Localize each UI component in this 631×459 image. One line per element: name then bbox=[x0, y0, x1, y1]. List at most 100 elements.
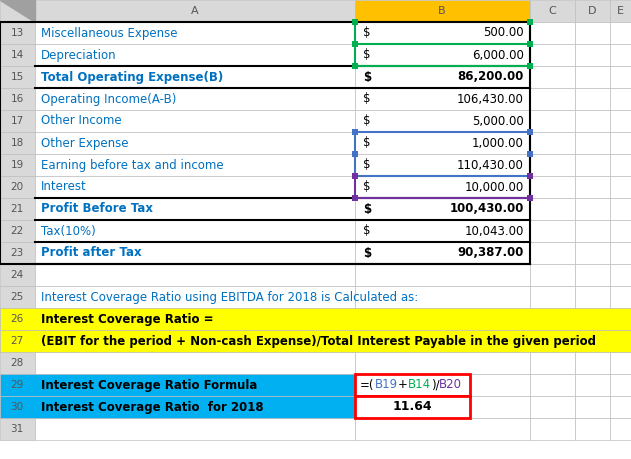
Bar bbox=[530, 0, 575, 22]
Bar bbox=[355, 396, 530, 418]
Text: Interest: Interest bbox=[41, 180, 86, 194]
Bar bbox=[0, 154, 35, 176]
Text: $: $ bbox=[363, 49, 370, 62]
Bar bbox=[530, 154, 575, 176]
Text: Tax(10%): Tax(10%) bbox=[41, 224, 96, 237]
Bar bbox=[0, 330, 631, 352]
Bar bbox=[35, 44, 355, 66]
Bar bbox=[575, 88, 610, 110]
Bar bbox=[35, 88, 355, 110]
Text: B19: B19 bbox=[375, 379, 398, 392]
Text: Interest Coverage Ratio Formula: Interest Coverage Ratio Formula bbox=[41, 379, 257, 392]
Text: $: $ bbox=[363, 224, 370, 237]
Bar bbox=[35, 264, 355, 286]
Bar bbox=[35, 352, 355, 374]
Bar bbox=[0, 396, 35, 418]
Bar bbox=[575, 44, 610, 66]
Bar bbox=[0, 418, 35, 440]
Bar bbox=[610, 66, 631, 88]
Bar bbox=[35, 418, 355, 440]
Text: 14: 14 bbox=[10, 50, 23, 60]
Bar bbox=[0, 110, 35, 132]
Text: Interest Coverage Ratio  for 2018: Interest Coverage Ratio for 2018 bbox=[41, 401, 264, 414]
Bar bbox=[530, 418, 575, 440]
Bar bbox=[530, 264, 575, 286]
Bar bbox=[610, 22, 631, 44]
Bar bbox=[355, 154, 530, 176]
Text: 30: 30 bbox=[11, 402, 23, 412]
Bar bbox=[575, 286, 610, 308]
Bar bbox=[355, 286, 530, 308]
Text: 26: 26 bbox=[10, 314, 23, 324]
Bar bbox=[35, 286, 355, 308]
Text: Total Operating Expense(B): Total Operating Expense(B) bbox=[41, 71, 223, 84]
Bar bbox=[35, 22, 355, 44]
Bar bbox=[355, 352, 530, 374]
Bar bbox=[355, 308, 530, 330]
Bar bbox=[530, 330, 575, 352]
Bar bbox=[575, 374, 610, 396]
Bar bbox=[355, 242, 530, 264]
Bar bbox=[0, 396, 355, 418]
Bar bbox=[0, 308, 35, 330]
Text: )/: )/ bbox=[430, 379, 439, 392]
Bar bbox=[35, 396, 355, 418]
Bar bbox=[0, 352, 35, 374]
Text: 23: 23 bbox=[10, 248, 23, 258]
Text: 28: 28 bbox=[10, 358, 23, 368]
Bar bbox=[355, 374, 470, 396]
Bar bbox=[355, 88, 530, 110]
Bar bbox=[35, 66, 355, 88]
Bar bbox=[35, 374, 355, 396]
Text: +: + bbox=[398, 379, 408, 392]
Text: $: $ bbox=[363, 180, 370, 194]
Bar bbox=[575, 22, 610, 44]
Bar bbox=[575, 418, 610, 440]
Bar bbox=[575, 0, 610, 22]
Text: $: $ bbox=[363, 158, 370, 172]
Bar bbox=[355, 22, 530, 44]
Bar bbox=[35, 0, 355, 22]
Bar bbox=[610, 242, 631, 264]
Bar bbox=[610, 330, 631, 352]
Bar bbox=[355, 66, 530, 88]
Bar bbox=[610, 396, 631, 418]
Bar bbox=[355, 132, 530, 154]
Bar bbox=[610, 286, 631, 308]
Bar bbox=[530, 44, 575, 66]
Bar bbox=[355, 220, 530, 242]
Bar bbox=[575, 154, 610, 176]
Text: Other Income: Other Income bbox=[41, 114, 122, 128]
Text: 6,000.00: 6,000.00 bbox=[472, 49, 524, 62]
Polygon shape bbox=[0, 0, 35, 22]
Bar bbox=[0, 220, 35, 242]
Bar bbox=[610, 176, 631, 198]
Text: E: E bbox=[616, 6, 623, 16]
Text: $: $ bbox=[363, 71, 371, 84]
Text: 106,430.00: 106,430.00 bbox=[457, 93, 524, 106]
Text: B20: B20 bbox=[439, 379, 463, 392]
Bar bbox=[610, 0, 631, 22]
Text: Depreciation: Depreciation bbox=[41, 49, 117, 62]
Text: 24: 24 bbox=[10, 270, 23, 280]
Text: 13: 13 bbox=[10, 28, 23, 38]
Text: 110,430.00: 110,430.00 bbox=[457, 158, 524, 172]
Text: 25: 25 bbox=[10, 292, 23, 302]
Bar bbox=[355, 264, 530, 286]
Text: 90,387.00: 90,387.00 bbox=[457, 246, 524, 259]
Text: $: $ bbox=[363, 202, 371, 215]
Bar bbox=[575, 66, 610, 88]
Text: 31: 31 bbox=[10, 424, 23, 434]
Bar bbox=[530, 88, 575, 110]
Bar bbox=[35, 198, 355, 220]
Bar bbox=[610, 154, 631, 176]
Bar bbox=[35, 330, 355, 352]
Text: 500.00: 500.00 bbox=[483, 27, 524, 39]
Text: 16: 16 bbox=[10, 94, 23, 104]
Text: Interest Coverage Ratio using EBITDA for 2018 is Calculated as:: Interest Coverage Ratio using EBITDA for… bbox=[41, 291, 418, 303]
Text: 20: 20 bbox=[11, 182, 23, 192]
Text: 11.64: 11.64 bbox=[392, 401, 432, 414]
Bar bbox=[35, 110, 355, 132]
Text: A: A bbox=[191, 6, 199, 16]
Bar bbox=[530, 308, 575, 330]
